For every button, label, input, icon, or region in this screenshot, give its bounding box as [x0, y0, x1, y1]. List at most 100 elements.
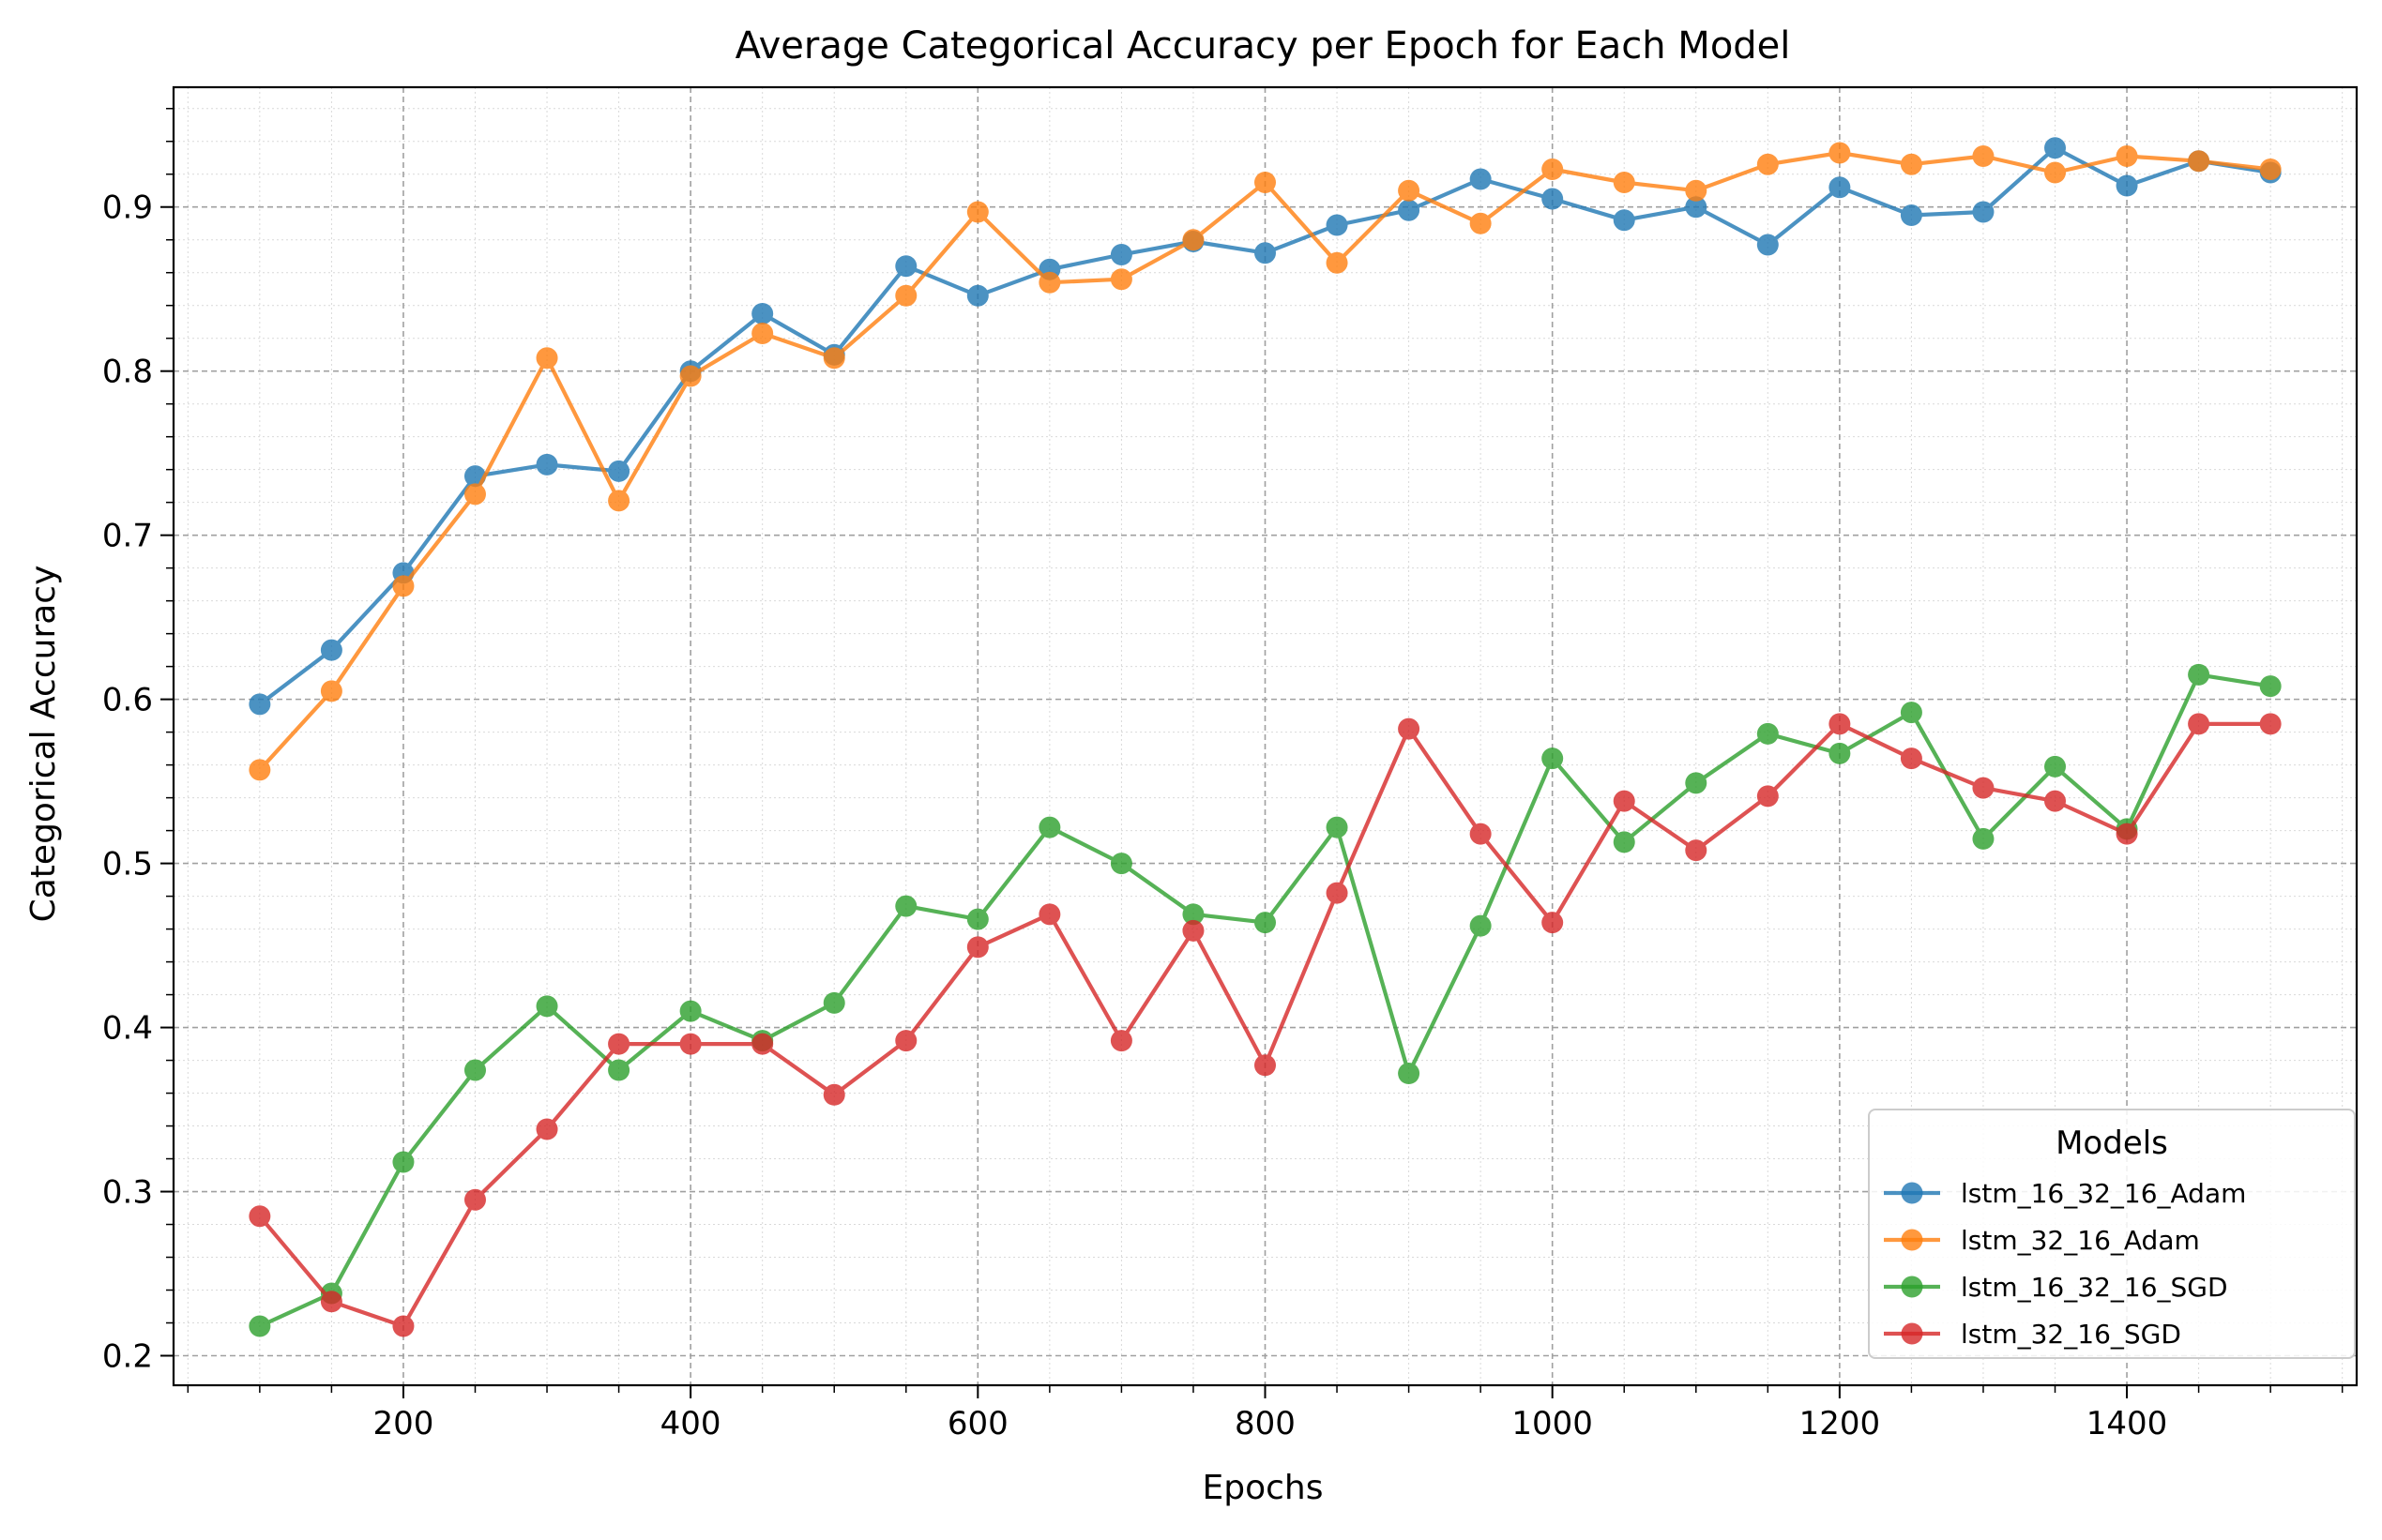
data-point-lstm-32-16-adam — [1039, 271, 1061, 294]
y-tick-label: 0.7 — [102, 518, 153, 555]
data-point-lstm-32-16-adam — [320, 680, 342, 702]
data-point-lstm-32-16-adam — [1685, 179, 1707, 202]
data-point-lstm-16-32-16-adam — [608, 460, 630, 482]
data-point-lstm-16-32-16-sgd — [1326, 816, 1348, 838]
data-point-lstm-16-32-16-sgd — [966, 908, 989, 930]
data-point-lstm-16-32-16-adam — [2116, 174, 2138, 197]
x-tick-label: 200 — [372, 1405, 433, 1442]
data-point-lstm-16-32-16-adam — [1972, 201, 1995, 223]
y-tick-label: 0.2 — [102, 1338, 153, 1376]
data-point-lstm-16-32-16-adam — [320, 639, 342, 661]
data-point-lstm-32-16-sgd — [1613, 790, 1635, 812]
x-tick-label: 800 — [1235, 1405, 1296, 1442]
legend-marker-lstm-16-32-16-adam — [1901, 1182, 1923, 1204]
data-point-lstm-16-32-16-sgd — [2044, 755, 2067, 778]
data-point-lstm-16-32-16-adam — [895, 255, 918, 278]
legend-label-lstm-32-16-adam: lstm_32_16_Adam — [1961, 1225, 2200, 1256]
data-point-lstm-32-16-adam — [1398, 179, 1420, 202]
y-tick-label: 0.5 — [102, 846, 153, 883]
data-point-lstm-32-16-sgd — [536, 1118, 558, 1140]
data-point-lstm-32-16-sgd — [1110, 1030, 1132, 1052]
data-point-lstm-32-16-sgd — [2188, 713, 2210, 735]
data-point-lstm-16-32-16-adam — [1828, 176, 1851, 199]
data-point-lstm-16-32-16-sgd — [1039, 816, 1061, 838]
x-tick-label: 1200 — [1799, 1405, 1881, 1442]
data-point-lstm-16-32-16-adam — [1254, 242, 1276, 264]
legend-label-lstm-32-16-sgd: lstm_32_16_SGD — [1961, 1319, 2181, 1350]
data-point-lstm-32-16-sgd — [392, 1315, 415, 1337]
data-point-lstm-16-32-16-sgd — [1110, 853, 1132, 875]
legend-marker-lstm-16-32-16-sgd — [1901, 1276, 1923, 1298]
data-point-lstm-32-16-sgd — [1326, 882, 1348, 904]
data-point-lstm-32-16-adam — [2116, 144, 2138, 167]
data-point-lstm-16-32-16-sgd — [249, 1315, 271, 1337]
data-point-lstm-32-16-sgd — [463, 1188, 486, 1211]
data-point-lstm-16-32-16-adam — [1685, 196, 1707, 219]
data-point-lstm-16-32-16-sgd — [1254, 912, 1276, 934]
legend: Models lstm_16_32_16_Adam lstm_32_16_Adam… — [1868, 1109, 2356, 1359]
data-point-lstm-16-32-16-sgd — [895, 895, 918, 917]
data-point-lstm-32-16-adam — [1828, 142, 1851, 164]
data-point-lstm-32-16-sgd — [1685, 839, 1707, 862]
data-point-lstm-32-16-sgd — [1828, 713, 1851, 735]
y-tick-label: 0.6 — [102, 682, 153, 719]
data-point-lstm-16-32-16-sgd — [679, 1000, 702, 1022]
data-point-lstm-16-32-16-adam — [1326, 214, 1348, 236]
data-point-lstm-32-16-sgd — [1398, 717, 1420, 740]
data-point-lstm-16-32-16-adam — [1398, 199, 1420, 221]
data-point-lstm-32-16-sgd — [2259, 713, 2282, 735]
grid — [174, 87, 2357, 1385]
data-point-lstm-16-32-16-adam — [1469, 168, 1492, 190]
data-point-lstm-32-16-sgd — [2116, 823, 2138, 845]
data-point-lstm-32-16-adam — [1613, 171, 1635, 193]
data-point-lstm-16-32-16-adam — [1110, 243, 1132, 265]
data-point-lstm-32-16-adam — [392, 575, 415, 597]
data-point-lstm-32-16-adam — [966, 201, 989, 223]
data-point-lstm-16-32-16-sgd — [1182, 903, 1205, 926]
data-point-lstm-16-32-16-sgd — [1469, 914, 1492, 937]
data-point-lstm-32-16-sgd — [320, 1291, 342, 1313]
data-point-lstm-16-32-16-sgd — [1828, 742, 1851, 764]
data-point-lstm-16-32-16-sgd — [1685, 772, 1707, 794]
series-lstm-32-16-adam — [249, 142, 2282, 781]
data-point-lstm-16-32-16-adam — [1613, 209, 1635, 232]
data-point-lstm-32-16-sgd — [895, 1030, 918, 1052]
legend-marker-lstm-32-16-sgd — [1901, 1322, 1923, 1345]
data-point-lstm-16-32-16-sgd — [392, 1151, 415, 1173]
data-point-lstm-16-32-16-adam — [249, 693, 271, 716]
data-point-lstm-32-16-adam — [2044, 161, 2067, 184]
data-point-lstm-32-16-sgd — [1756, 785, 1779, 808]
data-point-lstm-32-16-adam — [2259, 158, 2282, 180]
data-point-lstm-32-16-sgd — [1182, 919, 1205, 942]
legend-title: Models — [2056, 1125, 2168, 1162]
y-axis-label: Categorical Accuracy — [24, 566, 63, 923]
data-point-lstm-32-16-adam — [1254, 171, 1276, 193]
data-point-lstm-32-16-sgd — [679, 1033, 702, 1055]
data-point-lstm-32-16-sgd — [1972, 777, 1995, 799]
data-point-lstm-32-16-adam — [1541, 158, 1564, 180]
data-point-lstm-32-16-sgd — [608, 1033, 630, 1055]
data-point-lstm-32-16-adam — [751, 322, 774, 344]
data-point-lstm-32-16-adam — [463, 483, 486, 506]
data-point-lstm-32-16-sgd — [2044, 790, 2067, 812]
data-point-lstm-32-16-adam — [1900, 153, 1922, 175]
data-point-lstm-16-32-16-adam — [1541, 188, 1564, 210]
data-point-lstm-16-32-16-sgd — [2188, 663, 2210, 686]
series-layer — [249, 137, 2282, 1337]
y-tick-label: 0.3 — [102, 1174, 153, 1212]
data-point-lstm-32-16-adam — [1182, 229, 1205, 251]
legend-box — [1868, 1109, 2356, 1359]
series-lstm-16-32-16-adam — [249, 137, 2282, 716]
data-point-lstm-32-16-adam — [1756, 153, 1779, 175]
data-point-lstm-32-16-sgd — [966, 936, 989, 959]
legend-item-lstm-16-32-16-adam: lstm_16_32_16_Adam — [1884, 1178, 2246, 1209]
data-point-lstm-16-32-16-sgd — [823, 991, 845, 1014]
y-tick-label: 0.8 — [102, 354, 153, 391]
data-point-lstm-16-32-16-adam — [2044, 137, 2067, 159]
data-point-lstm-32-16-adam — [1110, 268, 1132, 291]
data-point-lstm-32-16-adam — [2188, 150, 2210, 173]
data-point-lstm-32-16-sgd — [249, 1205, 271, 1228]
y-tick-label: 0.4 — [102, 1010, 153, 1048]
